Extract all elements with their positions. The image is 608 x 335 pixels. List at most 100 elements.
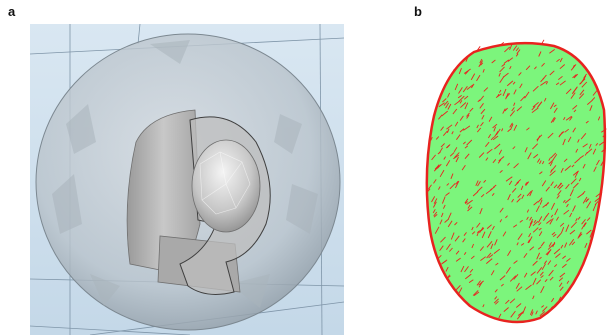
vector-fleck — [466, 84, 474, 90]
vector-fleck — [463, 125, 471, 131]
vector-fleck — [601, 128, 607, 133]
vector-fleck — [466, 114, 470, 119]
vector-fleck — [577, 233, 583, 239]
vector-fleck — [569, 212, 573, 218]
vector-fleck — [578, 177, 582, 182]
vector-fleck — [559, 64, 565, 70]
panel-a-render — [30, 24, 344, 335]
shell-facets — [52, 40, 318, 308]
vector-fleck — [495, 262, 499, 266]
vector-fleck — [516, 242, 519, 246]
vector-fleck — [516, 313, 523, 320]
vector-fleck — [513, 163, 519, 169]
vector-fleck — [433, 214, 438, 218]
vector-fleck — [549, 276, 554, 281]
vector-fleck — [575, 218, 578, 222]
vector-fleck — [513, 89, 517, 95]
vector-fleck — [509, 65, 512, 70]
vector-fleck — [539, 171, 543, 175]
vector-fleck — [472, 191, 479, 197]
vector-fleck — [498, 72, 501, 77]
vector-fleck — [505, 215, 508, 219]
vector-fleck — [551, 297, 555, 303]
vector-fleck — [498, 41, 505, 47]
vector-fleck — [454, 152, 460, 158]
vector-fleck — [525, 181, 530, 186]
vector-fleck — [537, 246, 542, 250]
vector-fleck — [451, 131, 454, 135]
vector-fleck — [536, 134, 543, 141]
vector-fleck — [559, 222, 565, 227]
vector-fleck — [486, 148, 493, 154]
vector-fleck — [581, 75, 587, 82]
vector-fleck — [533, 201, 539, 206]
vector-fleck — [512, 81, 516, 85]
vector-fleck — [571, 87, 578, 95]
vector-fleck — [439, 219, 443, 225]
vector-fleck — [482, 304, 485, 308]
vector-fleck — [550, 169, 553, 173]
vector-fleck — [431, 154, 436, 161]
vector-fleck — [560, 244, 564, 249]
vector-fleck — [550, 202, 556, 210]
vector-fleck — [470, 73, 476, 81]
vector-fleck — [447, 92, 451, 98]
vector-fleck — [589, 105, 593, 111]
vector-fleck — [550, 102, 555, 110]
vector-fleck — [583, 73, 587, 79]
vector-fleck — [518, 72, 522, 76]
vector-fleck — [520, 95, 526, 102]
vector-fleck — [487, 231, 492, 239]
vector-fleck — [512, 45, 518, 51]
vector-fleck — [571, 241, 576, 246]
vector-fleck — [462, 238, 466, 243]
vector-fleck — [532, 143, 539, 150]
vector-fleck — [550, 305, 554, 309]
vector-fleck — [600, 161, 604, 167]
vector-fleck — [488, 254, 494, 259]
vector-fleck — [538, 216, 543, 223]
vector-fleck — [479, 208, 483, 215]
vector-fleck — [522, 306, 527, 315]
vector-fleck — [466, 139, 473, 146]
vector-fleck — [499, 89, 502, 93]
vector-fleck — [592, 148, 597, 155]
vector-fleck — [476, 74, 481, 82]
vector-fleck — [505, 92, 509, 100]
vector-fleck — [569, 229, 576, 235]
vector-fleck — [492, 159, 497, 164]
vector-fleck — [454, 235, 460, 242]
vector-fleck — [567, 136, 572, 143]
vector-fleck — [562, 138, 566, 146]
vector-fleck — [427, 188, 431, 192]
vector-fleck — [593, 166, 597, 172]
vector-fleck — [549, 170, 556, 177]
vector-fleck — [558, 75, 563, 81]
vector-fleck — [572, 64, 575, 69]
vector-fleck — [517, 311, 524, 316]
vector-fleck — [544, 279, 548, 283]
vector-fleck — [579, 155, 584, 159]
vector-fleck — [458, 68, 462, 75]
vector-fleck — [482, 69, 485, 73]
vector-fleck — [527, 152, 532, 160]
vector-fleck — [536, 279, 542, 285]
vector-fleck — [542, 306, 548, 312]
vector-fleck — [449, 152, 455, 157]
vector-fleck — [445, 102, 450, 109]
vector-fleck — [574, 171, 579, 178]
vector-fleck — [513, 224, 518, 228]
vector-fleck — [583, 222, 587, 228]
vector-fleck — [459, 128, 465, 133]
vector-fleck — [515, 47, 520, 52]
vector-fleck — [464, 145, 468, 149]
vector-fleck — [532, 277, 537, 286]
vector-fleck — [587, 99, 593, 105]
vector-fleck — [577, 139, 580, 143]
vector-fleck — [538, 222, 542, 226]
vector-fleck — [578, 93, 585, 99]
vector-fleck — [476, 124, 479, 129]
vector-fleck — [469, 268, 474, 273]
vector-fleck — [526, 191, 532, 197]
vector-fleck — [509, 44, 513, 51]
